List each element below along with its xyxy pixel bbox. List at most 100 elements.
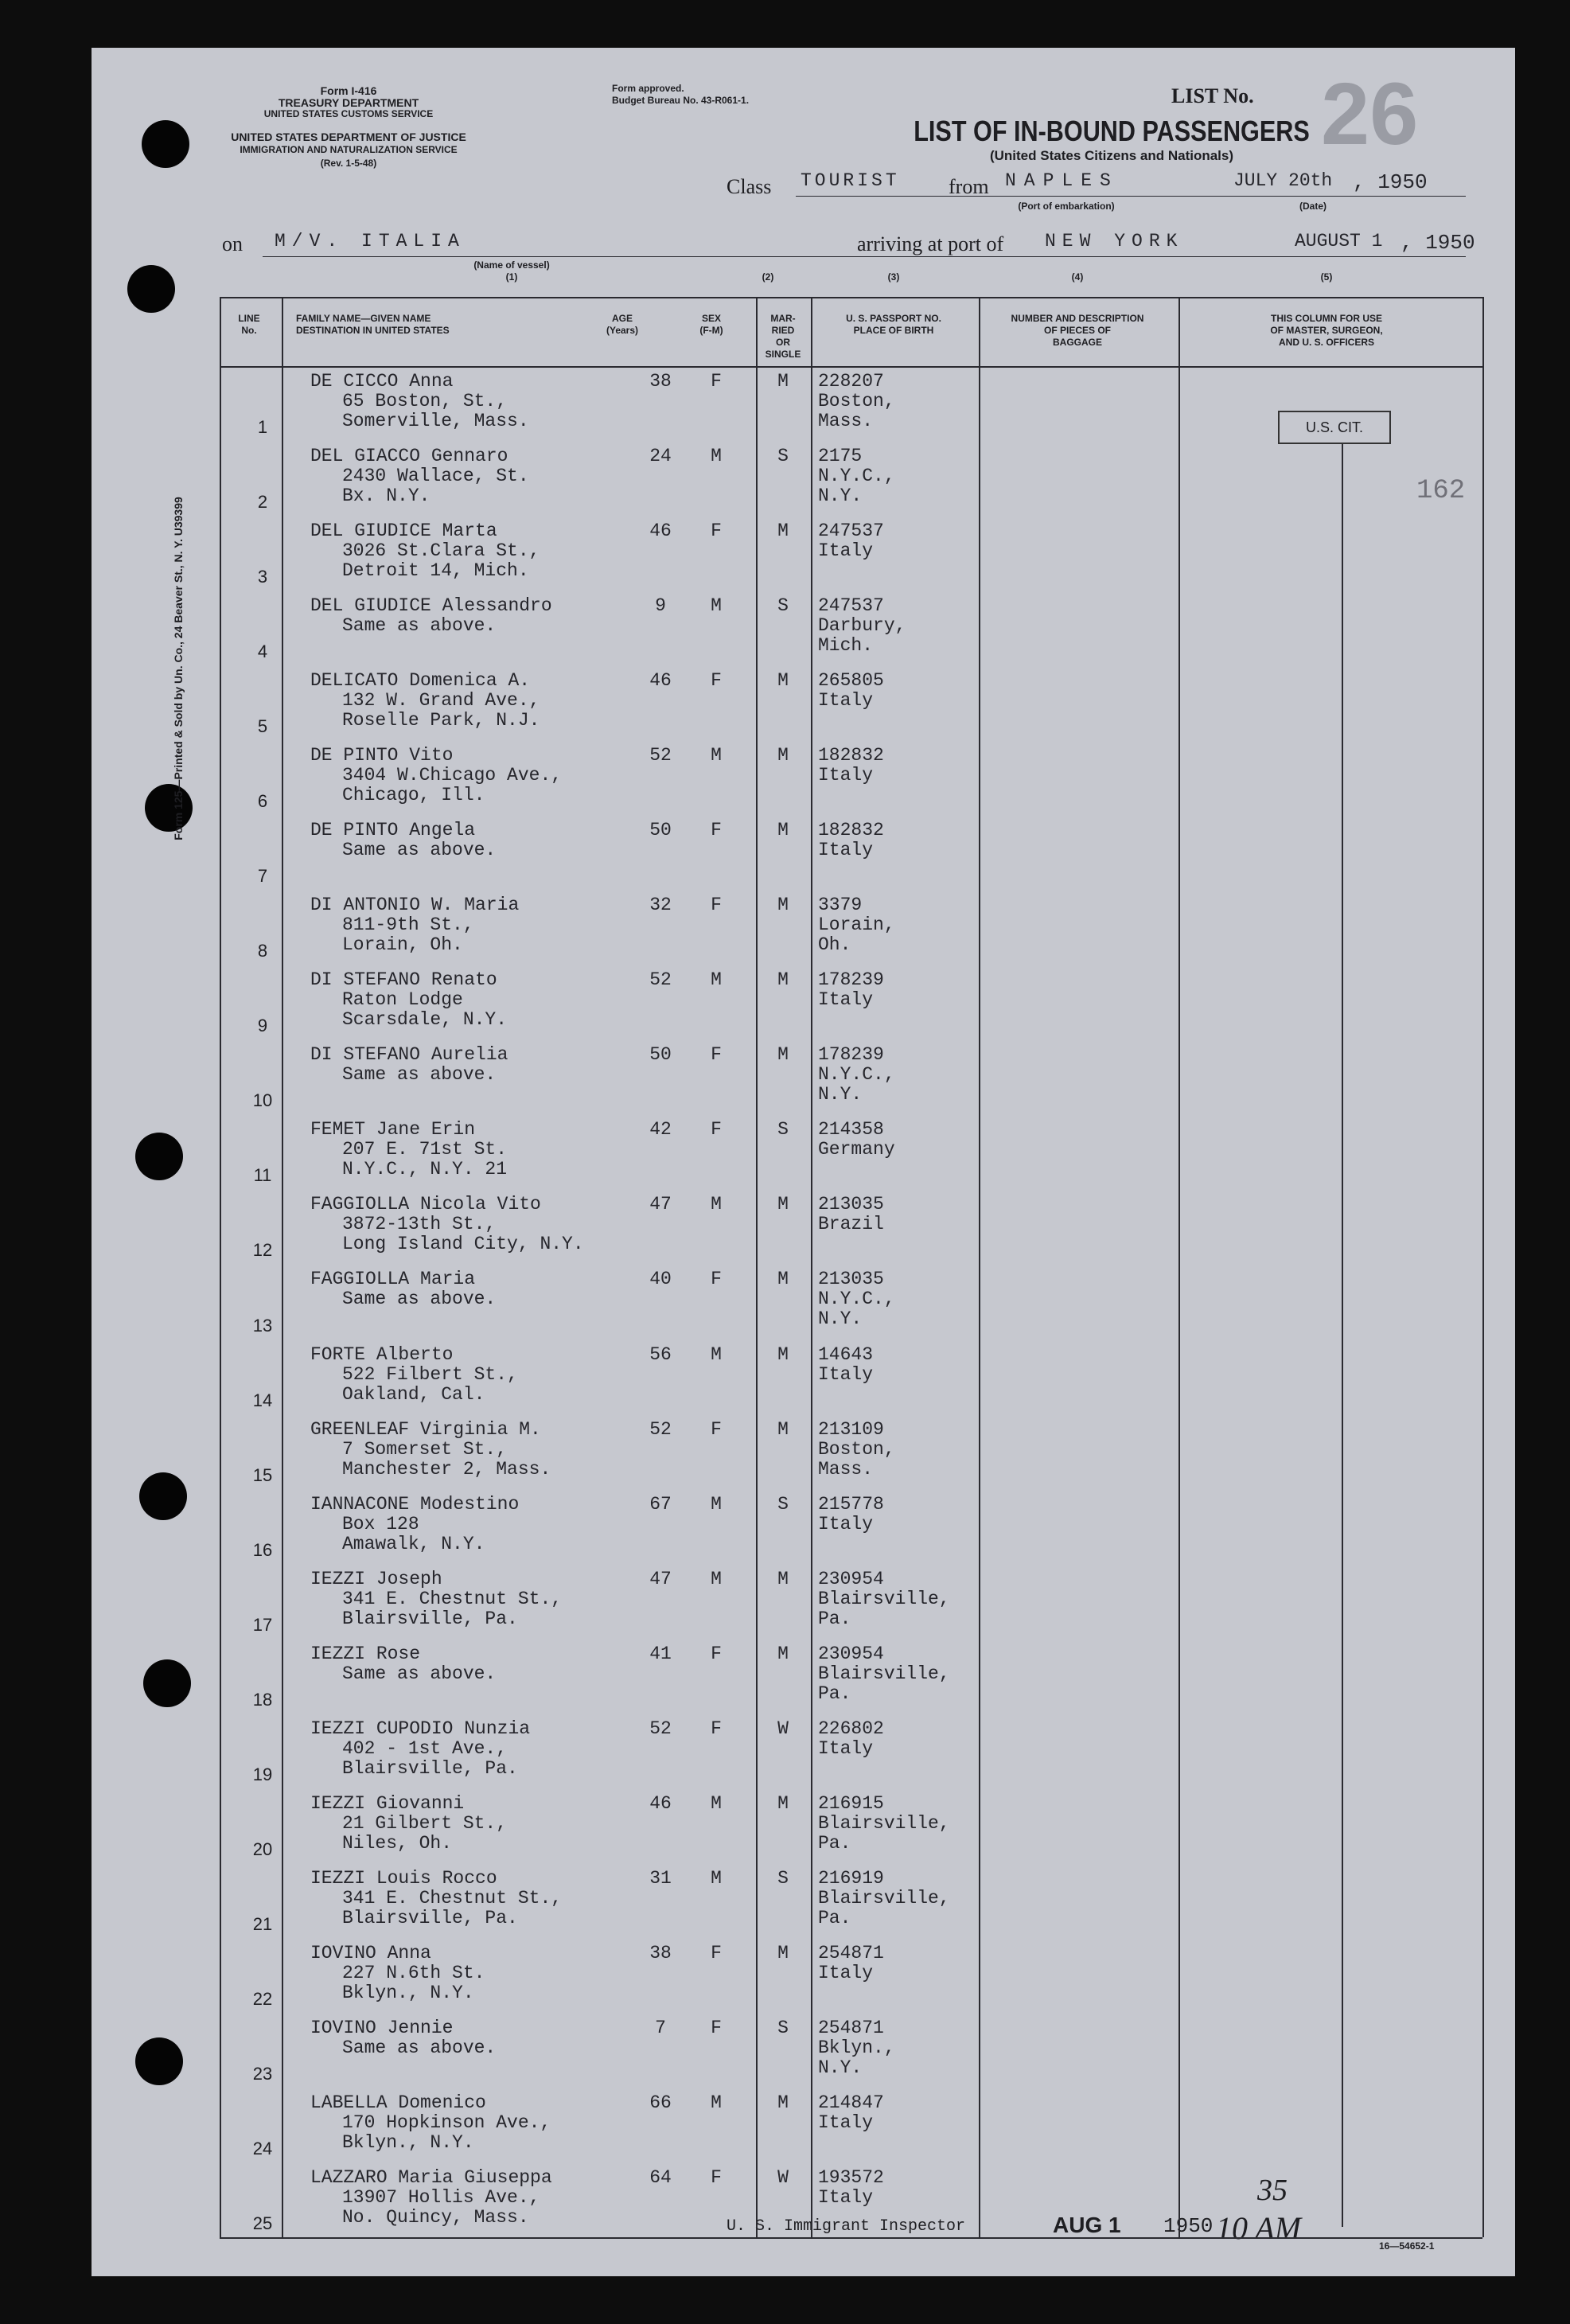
sex: F (711, 521, 722, 542)
address-line: Bklyn., N.Y. (342, 2131, 474, 2153)
line-number: 4 (257, 641, 268, 662)
officer-line (1342, 444, 1343, 2227)
married: M (777, 1194, 789, 1215)
department: TREASURY DEPARTMENT (278, 96, 419, 109)
line-number: 11 (253, 1165, 272, 1186)
married: M (777, 371, 789, 392)
address-line: 3404 W.Chicago Ave., (342, 765, 563, 786)
married: S (777, 2017, 789, 2038)
passenger-name: DE CICCO Anna (310, 371, 454, 392)
birthplace: Bklyn., (818, 2037, 895, 2058)
birthplace: Italy (818, 1737, 874, 1759)
address-line: 132 W. Grand Ave., (342, 690, 540, 712)
birthplace: Boston, (818, 1438, 895, 1460)
sex: M (711, 1867, 722, 1889)
sex: M (711, 446, 722, 467)
sex: F (711, 371, 722, 392)
passenger-name: DEL GIUDICE Alessandro (310, 595, 552, 617)
passport-number: 247537 (818, 595, 884, 617)
address-line: Oakland, Cal. (342, 1383, 485, 1405)
line-number: 24 (252, 2138, 273, 2158)
sex: M (711, 969, 722, 991)
address-line: 341 E. Chestnut St., (342, 1588, 563, 1609)
port: NAPLES (1005, 170, 1119, 191)
printer-note: Form 125—Printed & Sold by Un. Co., 24 B… (172, 497, 185, 840)
line-number: 2 (257, 492, 268, 513)
class: TOURIST (801, 170, 900, 191)
married: M (777, 1643, 789, 1664)
address-line: N.Y.C., N.Y. 21 (342, 1159, 508, 1180)
punch-hole (139, 1472, 187, 1520)
passport-number: 215778 (818, 1493, 884, 1515)
line-number: 5 (257, 716, 268, 737)
column-header: NUMBER AND DESCRIPTION (1011, 313, 1144, 324)
age: 40 (649, 1269, 672, 1290)
column-header: BAGGAGE (1052, 337, 1103, 348)
date-caption: (Date) (1299, 201, 1327, 212)
married: M (777, 1343, 789, 1365)
title: LIST OF IN-BOUND PASSENGERS (914, 115, 1310, 147)
address-line: Blairsville, Pa. (342, 1608, 518, 1629)
birthplace: Lorain, (818, 914, 895, 936)
birthplace: Italy (818, 2186, 874, 2208)
line-number: 16 (252, 1539, 273, 1560)
passport-number: 214358 (818, 1119, 884, 1141)
sex: M (711, 1568, 722, 1589)
address-line: Same as above. (342, 1663, 497, 1684)
column-number: (4) (1071, 271, 1084, 283)
line-number: 22 (252, 1988, 273, 2009)
age: 47 (649, 1194, 672, 1215)
passport-number: 178239 (818, 1044, 884, 1066)
birthplace: Italy (818, 765, 874, 786)
sex: F (711, 1044, 722, 1066)
married: S (777, 446, 789, 467)
passenger-name: DI STEFANO Renato (310, 969, 497, 991)
header-rule (220, 366, 1482, 368)
sex: M (711, 745, 722, 766)
line-number: 21 (252, 1913, 273, 1934)
line-number: 9 (257, 1016, 268, 1036)
column-header: No. (241, 325, 257, 336)
column-header: RIED (771, 325, 795, 336)
married: M (777, 521, 789, 542)
column-header: SEX (701, 313, 722, 324)
punch-hole (143, 1659, 191, 1707)
column-number: (3) (887, 271, 900, 283)
address-line: 207 E. 71st St. (342, 1139, 508, 1160)
sex: F (711, 820, 722, 841)
passport-number: 193572 (818, 2166, 884, 2188)
passport-number: 178239 (818, 969, 884, 991)
line-number: 25 (252, 2213, 273, 2233)
address-line: 402 - 1st Ave., (342, 1737, 508, 1759)
passenger-name: FEMET Jane Erin (310, 1119, 476, 1141)
revision: (Rev. 1-5-48) (320, 158, 377, 169)
address-line: Long Island City, N.Y. (342, 1234, 584, 1255)
column-rule (756, 297, 758, 2237)
age: 31 (649, 1867, 672, 1889)
age: 67 (649, 1493, 672, 1515)
handwritten-minutes: 35 (1257, 2174, 1288, 2207)
address-line: 21 Gilbert St., (342, 1812, 508, 1834)
married: W (777, 2166, 789, 2188)
vessel: M/V. ITALIA (275, 231, 466, 252)
passenger-name: LABELLA Domenico (310, 2092, 486, 2113)
paper (92, 48, 1515, 2276)
column-rule (282, 297, 283, 2237)
rule (796, 196, 1466, 197)
table-border (220, 2237, 1482, 2239)
address-line: Same as above. (342, 1289, 497, 1310)
address-line: Scarsdale, N.Y. (342, 1009, 508, 1031)
birthplace: Italy (818, 2111, 874, 2133)
address-line: Somerville, Mass. (342, 411, 529, 431)
birthplace: Pa. (818, 1683, 851, 1704)
married: M (777, 1269, 789, 1290)
passenger-name: IEZZI Joseph (310, 1568, 442, 1589)
column-number: (1) (505, 271, 518, 283)
age: 52 (649, 1418, 672, 1440)
line-number: 15 (252, 1464, 273, 1485)
birthplace: Blairsville, (818, 1812, 950, 1834)
line-number: 12 (252, 1240, 273, 1261)
address-line: Amawalk, N.Y. (342, 1533, 485, 1554)
passport-number: 213035 (818, 1194, 884, 1215)
passenger-name: FAGGIOLLA Maria (310, 1269, 476, 1290)
